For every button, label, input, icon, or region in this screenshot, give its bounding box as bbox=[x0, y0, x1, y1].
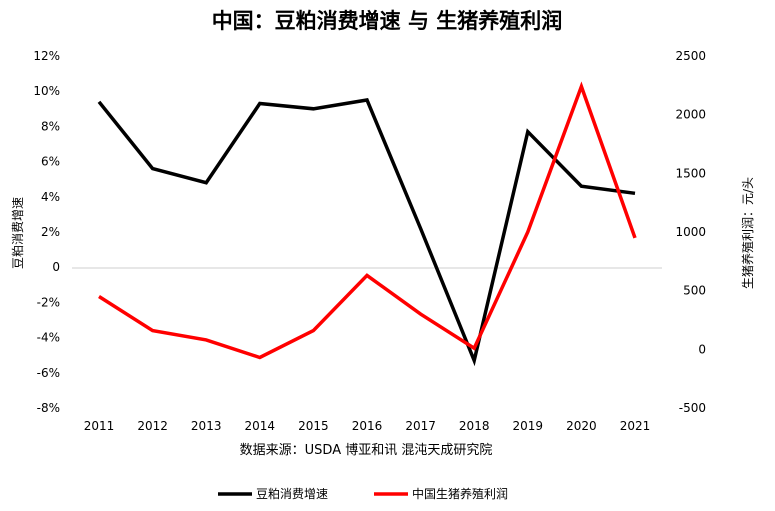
left-tick-label: -2% bbox=[37, 295, 60, 309]
left-tick-label: -8% bbox=[37, 401, 60, 415]
legend-label-soymeal: 豆粕消费增速 bbox=[256, 486, 328, 501]
x-tick-label: 2012 bbox=[137, 419, 168, 433]
left-tick-label: 8% bbox=[41, 119, 60, 133]
x-tick-label: 2016 bbox=[352, 419, 383, 433]
x-axis-ticks: 2011 2012 2013 2014 2015 2016 2017 2018 2019 2020… bbox=[84, 419, 651, 433]
left-tick-label: 0 bbox=[52, 260, 60, 274]
right-tick-label: 500 bbox=[683, 284, 706, 298]
right-axis-ticks: -500 0 500 1000 1500 2000 2500 bbox=[675, 49, 706, 415]
x-tick-label: 2019 bbox=[513, 419, 544, 433]
series-lines bbox=[97, 81, 637, 367]
left-tick-label: 10% bbox=[33, 84, 60, 98]
left-tick-label: -4% bbox=[37, 331, 60, 345]
chart-title: 中国：豆粕消费增速 与 生猪养殖利润 bbox=[212, 8, 563, 33]
x-tick-label: 2018 bbox=[459, 419, 490, 433]
x-tick-label: 2020 bbox=[566, 419, 597, 433]
right-tick-label: 2500 bbox=[675, 49, 706, 63]
left-tick-label: 4% bbox=[41, 190, 60, 204]
left-tick-label: 6% bbox=[41, 155, 60, 169]
right-tick-label: -500 bbox=[679, 401, 706, 415]
series-line-hog-profit bbox=[98, 81, 637, 360]
left-tick-label: -6% bbox=[37, 366, 60, 380]
x-tick-label: 2013 bbox=[191, 419, 222, 433]
right-tick-label: 0 bbox=[698, 342, 706, 356]
x-tick-label: 2011 bbox=[84, 419, 115, 433]
source-note: 数据来源：USDA 博亚和讯 混沌天成研究院 bbox=[240, 443, 493, 458]
left-tick-label: 2% bbox=[41, 225, 60, 239]
x-tick-label: 2021 bbox=[620, 419, 651, 433]
legend-label-hog-profit: 中国生猪养殖利润 bbox=[412, 486, 508, 501]
right-tick-label: 1000 bbox=[675, 225, 706, 239]
left-axis-title: 豆粕消费增速 bbox=[10, 197, 25, 269]
left-axis-ticks: -8% -6% -4% -2% 0 2% 4% 6% 8% 10% 12% bbox=[33, 49, 60, 415]
left-tick-label: 12% bbox=[33, 49, 60, 63]
x-tick-label: 2017 bbox=[405, 419, 436, 433]
legend: 豆粕消费增速 中国生猪养殖利润 bbox=[218, 486, 508, 501]
x-tick-label: 2014 bbox=[245, 419, 276, 433]
right-tick-label: 2000 bbox=[675, 108, 706, 122]
right-axis-title: 生猪养殖利润：元/头 bbox=[740, 177, 755, 289]
series-line-soymeal-growth bbox=[97, 98, 636, 367]
x-tick-label: 2015 bbox=[298, 419, 329, 433]
right-tick-label: 1500 bbox=[675, 166, 706, 180]
